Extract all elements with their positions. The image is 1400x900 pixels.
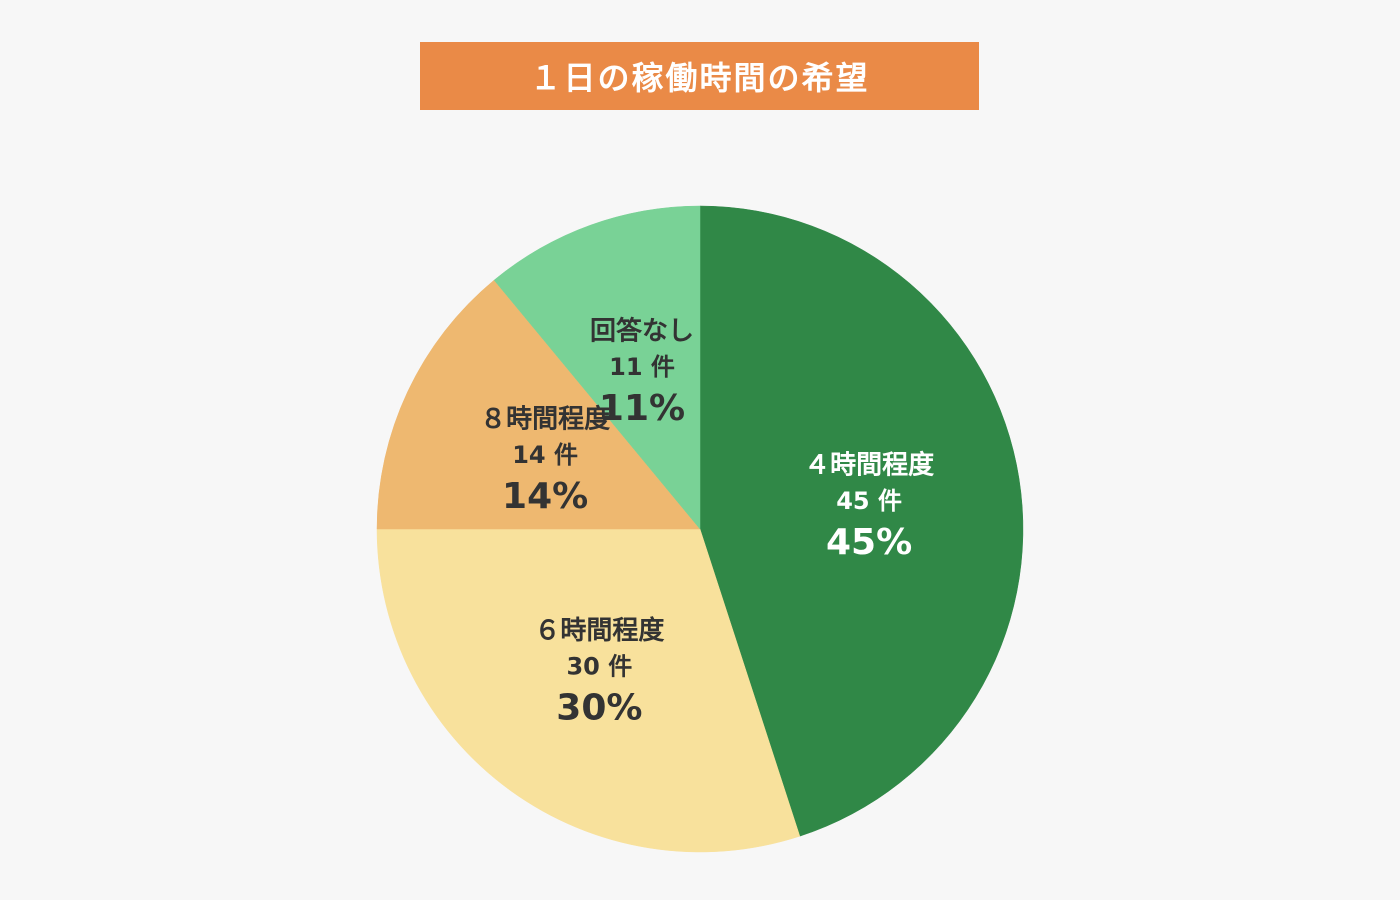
slice-count-2: 14 件 [512,441,578,469]
slice-label-3: 回答なし [590,315,694,346]
slice-label-2: ８時間程度 [480,404,610,435]
slice-count-0: 45 件 [836,487,902,515]
pie-slice-0 [699,205,1024,837]
pie-slices [376,205,1024,853]
slice-label-0: ４時間程度 [804,450,934,481]
slice-percent-2: 14% [502,476,588,517]
slice-percent-1: 30% [556,687,642,728]
slice-label-group-1: ６時間程度 30 件 30% [534,615,664,729]
slice-label-group-2: ８時間程度 14 件 14% [480,404,610,518]
slice-label-group-0: ４時間程度 45 件 45% [804,450,934,564]
pie-slice-2 [376,279,701,530]
pie-labels: ４時間程度 45 件 45% ６時間程度 30 件 30% ８時間程度 14 件 14% 回答なし… [480,315,934,728]
slice-count-3: 11 件 [609,353,675,381]
pie-slice-3 [493,205,701,530]
slice-percent-3: 11% [599,388,685,429]
slice-percent-0: 45% [826,522,912,563]
slice-label-group-3: 回答なし 11 件 11% [590,315,694,429]
pie-slice-1 [376,528,801,853]
slice-label-1: ６時間程度 [534,615,664,646]
chart-title-banner: １日の稼働時間の希望 [420,42,979,110]
slice-count-1: 30 件 [566,652,632,680]
chart-title: １日の稼働時間の希望 [529,59,870,97]
